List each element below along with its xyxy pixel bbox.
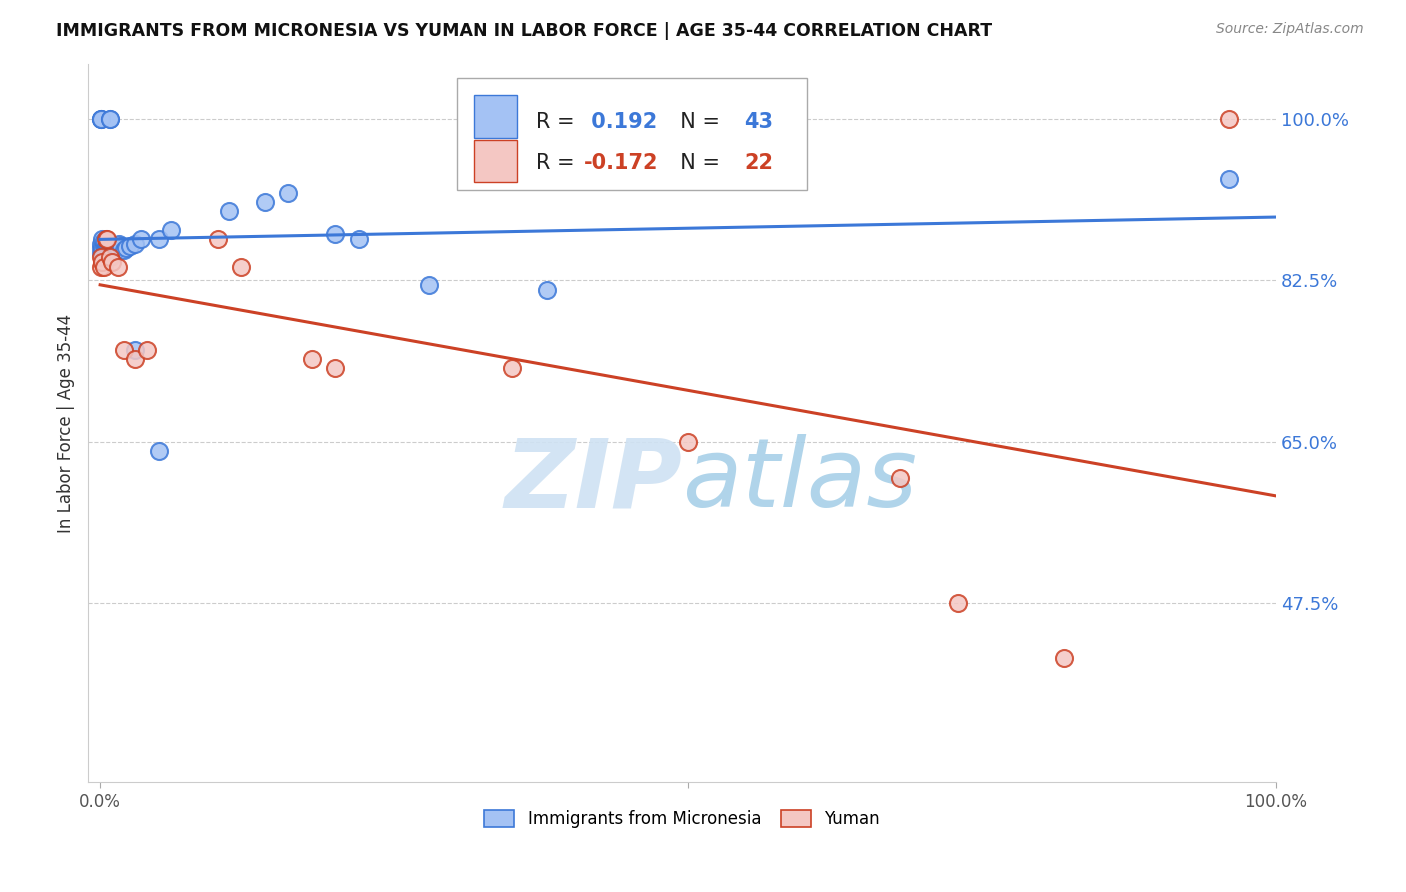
Point xyxy=(90,236,112,251)
Point xyxy=(124,236,146,251)
Point xyxy=(93,234,115,248)
Point xyxy=(159,223,181,237)
Point xyxy=(1053,651,1076,665)
Point xyxy=(277,186,299,200)
Point xyxy=(94,243,117,257)
Point xyxy=(94,232,117,246)
Point xyxy=(536,283,558,297)
Point xyxy=(108,236,131,251)
Point xyxy=(90,241,112,255)
Point xyxy=(110,239,132,253)
Legend: Immigrants from Micronesia, Yuman: Immigrants from Micronesia, Yuman xyxy=(478,804,887,835)
Point xyxy=(889,471,911,485)
Text: atlas: atlas xyxy=(682,434,917,527)
Point xyxy=(948,596,970,610)
Point xyxy=(301,351,323,366)
Text: -0.172: -0.172 xyxy=(583,153,658,173)
Text: N =: N = xyxy=(666,153,727,173)
Point xyxy=(124,343,146,357)
Point xyxy=(218,204,240,219)
Point xyxy=(94,239,117,253)
Point xyxy=(91,255,114,269)
Point xyxy=(103,243,125,257)
Point xyxy=(90,260,112,274)
Point xyxy=(91,241,114,255)
Point xyxy=(136,343,159,357)
Point xyxy=(124,351,146,366)
Point xyxy=(107,260,129,274)
Point xyxy=(418,278,440,293)
Point xyxy=(90,112,112,127)
Point xyxy=(118,239,141,253)
Point xyxy=(148,232,170,246)
Point xyxy=(323,227,346,242)
Point xyxy=(112,343,135,357)
Point xyxy=(97,239,120,253)
Point xyxy=(94,251,117,265)
Point xyxy=(93,239,115,253)
Point xyxy=(97,243,120,257)
FancyBboxPatch shape xyxy=(457,78,807,190)
Text: IMMIGRANTS FROM MICRONESIA VS YUMAN IN LABOR FORCE | AGE 35-44 CORRELATION CHART: IMMIGRANTS FROM MICRONESIA VS YUMAN IN L… xyxy=(56,22,993,40)
Text: ZIP: ZIP xyxy=(505,434,682,527)
Point xyxy=(347,232,370,246)
Point xyxy=(98,241,121,255)
Point xyxy=(98,249,121,263)
Point xyxy=(148,443,170,458)
Point xyxy=(129,232,152,246)
Point xyxy=(100,245,122,260)
Point xyxy=(104,239,127,253)
Point xyxy=(101,255,124,269)
Point xyxy=(1218,172,1240,186)
Point xyxy=(90,251,112,265)
Point xyxy=(96,239,118,253)
Point xyxy=(107,241,129,255)
Text: Source: ZipAtlas.com: Source: ZipAtlas.com xyxy=(1216,22,1364,37)
FancyBboxPatch shape xyxy=(474,95,517,137)
Point xyxy=(501,361,523,376)
Text: 22: 22 xyxy=(744,153,773,173)
Y-axis label: In Labor Force | Age 35-44: In Labor Force | Age 35-44 xyxy=(58,314,75,533)
Point xyxy=(1218,112,1240,127)
Point xyxy=(115,241,138,255)
Point xyxy=(253,195,276,210)
Point xyxy=(91,245,114,260)
Point xyxy=(231,260,253,274)
Point xyxy=(98,112,121,127)
Point xyxy=(91,232,114,246)
Point xyxy=(93,260,115,274)
Point xyxy=(90,112,112,127)
Point xyxy=(90,245,112,260)
Point xyxy=(207,232,229,246)
Point xyxy=(101,239,124,253)
Point xyxy=(101,245,124,260)
Text: 43: 43 xyxy=(744,112,773,132)
Text: R =: R = xyxy=(536,153,581,173)
Text: R =: R = xyxy=(536,112,581,132)
Point xyxy=(323,361,346,376)
Point xyxy=(98,251,121,265)
Point xyxy=(101,249,124,263)
Point xyxy=(96,232,118,246)
Point xyxy=(112,243,135,257)
Text: N =: N = xyxy=(666,112,727,132)
Point xyxy=(94,245,117,260)
Point xyxy=(676,434,699,449)
Point xyxy=(90,112,112,127)
Text: 0.192: 0.192 xyxy=(583,112,657,132)
Point xyxy=(93,245,115,260)
Point xyxy=(96,249,118,263)
FancyBboxPatch shape xyxy=(474,140,517,182)
Point xyxy=(98,112,121,127)
